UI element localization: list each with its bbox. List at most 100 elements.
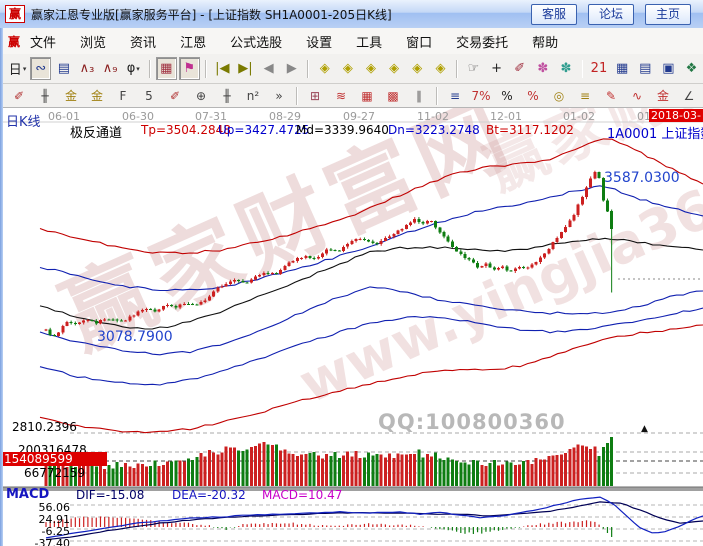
calculator-glyph: ▦ — [615, 61, 629, 76]
percent-7-icon[interactable]: 7% — [469, 85, 493, 106]
percent-7-glyph: 7% — [471, 88, 491, 103]
brush-2-icon[interactable]: ✐ — [163, 85, 187, 106]
last-page-icon[interactable]: ▶| — [235, 57, 256, 80]
gann-gold-1-glyph: 金 — [64, 89, 77, 103]
percent-glyph: % — [501, 88, 513, 103]
wave-glyph: ∿ — [631, 88, 643, 103]
parallel-lines-icon[interactable]: ∥ — [407, 85, 431, 106]
toolbar-drawing: ✐ ╫ 金金 F 5 ✐ ⊕ ╫ n²» ⊞ ≋ ▦ ▩ ∥ ≡ 7%%% ◎ ≡ ✎ ∿ 金 ∠ — [0, 84, 703, 108]
zoom-left-icon[interactable]: ◈ — [314, 57, 335, 80]
menu-item[interactable]: 窗口 — [406, 35, 433, 51]
gold-bars-icon[interactable]: ≡ — [573, 85, 597, 106]
more-tools-icon[interactable]: » — [267, 85, 291, 106]
gann-f-icon[interactable]: F — [111, 85, 135, 106]
axis-date: 07-31 — [195, 110, 227, 123]
flower-pink-icon[interactable]: ✽ — [532, 57, 553, 80]
single-candle-glyph: φ — [126, 61, 136, 76]
menu-item[interactable]: 江恩 — [180, 35, 207, 51]
titlebar-button-forum[interactable]: 论坛 — [588, 4, 634, 25]
draw-pen-icon[interactable]: ✐ — [509, 57, 530, 80]
menu-item[interactable]: 工具 — [356, 35, 383, 51]
info-note-icon[interactable]: ▤ — [53, 57, 74, 80]
grid-box-2-icon[interactable]: ▩ — [381, 85, 405, 106]
brush-icon[interactable]: ✐ — [7, 85, 31, 106]
single-candle-icon[interactable]: φ ▾ — [123, 57, 144, 80]
grid-box-icon[interactable]: ▦ — [355, 85, 379, 106]
titlebar-button-home[interactable]: 主页 — [645, 4, 691, 25]
titlebar[interactable]: 赢 赢家江恩专业版[赢家服务平台] - [上证指数 SH1A0001-205日K… — [0, 0, 703, 29]
menu-item[interactable]: 文件 — [30, 35, 57, 51]
band-indicator-icon[interactable]: ∾ — [30, 57, 52, 80]
draw-frame-icon[interactable]: ▦ — [155, 57, 177, 80]
gold-3-icon[interactable]: 金 — [651, 85, 675, 106]
gann-gold-2-icon[interactable]: 金 — [85, 85, 109, 106]
gann-ruler-glyph: ╫ — [41, 88, 49, 103]
pen-red-icon[interactable]: ✎ — [599, 85, 623, 106]
menu-item[interactable]: 资讯 — [130, 35, 157, 51]
zoom-right-icon[interactable]: ◈ — [337, 57, 358, 80]
calendar-21-icon[interactable]: 21 — [588, 57, 609, 80]
color-flag-glyph: ⚑ — [183, 61, 196, 76]
flower-teal-icon[interactable]: ✽ — [555, 57, 576, 80]
gann-f-glyph: F — [119, 88, 127, 103]
macd-macd-value: MACD=10.47 — [262, 488, 343, 502]
calculator-icon[interactable]: ▦ — [612, 57, 633, 80]
menu-item[interactable]: 公式选股 — [230, 35, 283, 51]
menu-item[interactable]: 浏览 — [80, 35, 107, 51]
gann-gold-1-icon[interactable]: 金 — [59, 85, 83, 106]
zoom-out-icon[interactable]: ◈ — [384, 57, 405, 80]
chart-canvas[interactable]: ▲ — [0, 108, 703, 546]
percent-icon[interactable]: % — [495, 85, 519, 106]
gold-circle-icon[interactable]: ◎ — [547, 85, 571, 106]
menu-bar: 赢 文件 浏览 资讯 江恩 公式选股 设置 工具 窗口 交易委托 帮助 — [0, 28, 703, 55]
next-page-icon[interactable]: ▶ — [281, 57, 302, 80]
prev-page-icon[interactable]: ◀ — [258, 57, 279, 80]
network-icon[interactable]: ❖ — [681, 57, 702, 80]
candle-style-icon[interactable]: 日 ▾ — [7, 57, 28, 80]
angle-icon[interactable]: ∠ — [677, 85, 701, 106]
percent-line-icon[interactable]: % — [521, 85, 545, 106]
axis-date: 08-29 — [269, 110, 301, 123]
toolbar-separator — [204, 59, 207, 78]
n-square-icon[interactable]: n² — [241, 85, 265, 106]
compress-view-icon[interactable]: ◈ — [430, 57, 451, 80]
toolbar-separator — [581, 59, 584, 78]
notepad-icon[interactable]: ▤ — [635, 57, 656, 80]
menu-items: 文件 浏览 资讯 江恩 公式选股 设置 工具 窗口 交易委托 帮助 — [30, 32, 558, 51]
gold-bars-glyph: ≡ — [579, 88, 591, 103]
gann-ruler-icon[interactable]: ╫ — [33, 85, 57, 106]
window-title: 赢家江恩专业版[赢家服务平台] - [上证指数 SH1A0001-205日K线] — [31, 7, 392, 22]
first-page-icon[interactable]: |◀ — [212, 57, 233, 80]
menu-item[interactable]: 设置 — [306, 35, 333, 51]
rect-frame-icon[interactable]: ⊞ — [303, 85, 327, 106]
draw-pen-glyph: ✐ — [514, 61, 526, 76]
titlebar-button-support[interactable]: 客服 — [531, 4, 577, 25]
ruler-2-icon[interactable]: ╫ — [215, 85, 239, 106]
menu-item[interactable]: 帮助 — [532, 35, 559, 51]
rect-frame-glyph: ⊞ — [309, 88, 321, 103]
fan-lines-icon[interactable]: ≋ — [329, 85, 353, 106]
mini-chart-3-icon[interactable]: ∧₃ — [76, 57, 97, 80]
crosshair-icon[interactable]: + — [486, 57, 507, 80]
calendar-21-glyph: 21 — [590, 61, 608, 76]
indicator-md: Md=3339.9640 — [296, 123, 389, 137]
menu-item[interactable]: 交易委托 — [456, 35, 509, 51]
chart-area[interactable]: 赢家财富网 www.yingjia360.com 赢家财富网 ▲ 06-0106… — [0, 108, 703, 546]
gann-cycle-glyph: 5 — [145, 88, 153, 103]
wave-icon[interactable]: ∿ — [625, 85, 649, 106]
expand-view-icon[interactable]: ◈ — [407, 57, 428, 80]
zoom-in-icon[interactable]: ◈ — [360, 57, 381, 80]
gold-circle-glyph: ◎ — [553, 88, 565, 103]
time-circle-icon[interactable]: ⊕ — [189, 85, 213, 106]
mini-chart-9-icon[interactable]: ∧₉ — [100, 57, 121, 80]
macd-dea-value: DEA=-20.32 — [172, 488, 246, 502]
color-flag-icon[interactable]: ⚑ — [178, 57, 200, 80]
n-square-glyph: n² — [246, 88, 260, 103]
macd-dif-value: DIF=-15.08 — [76, 488, 145, 502]
stats-list-icon[interactable]: ≡ — [443, 85, 467, 106]
indicator-name: 极反通道 — [70, 126, 123, 141]
drag-hand-icon[interactable]: ☞ — [463, 57, 484, 80]
gann-cycle-icon[interactable]: 5 — [137, 85, 161, 106]
save-icon[interactable]: ▣ — [658, 57, 679, 80]
